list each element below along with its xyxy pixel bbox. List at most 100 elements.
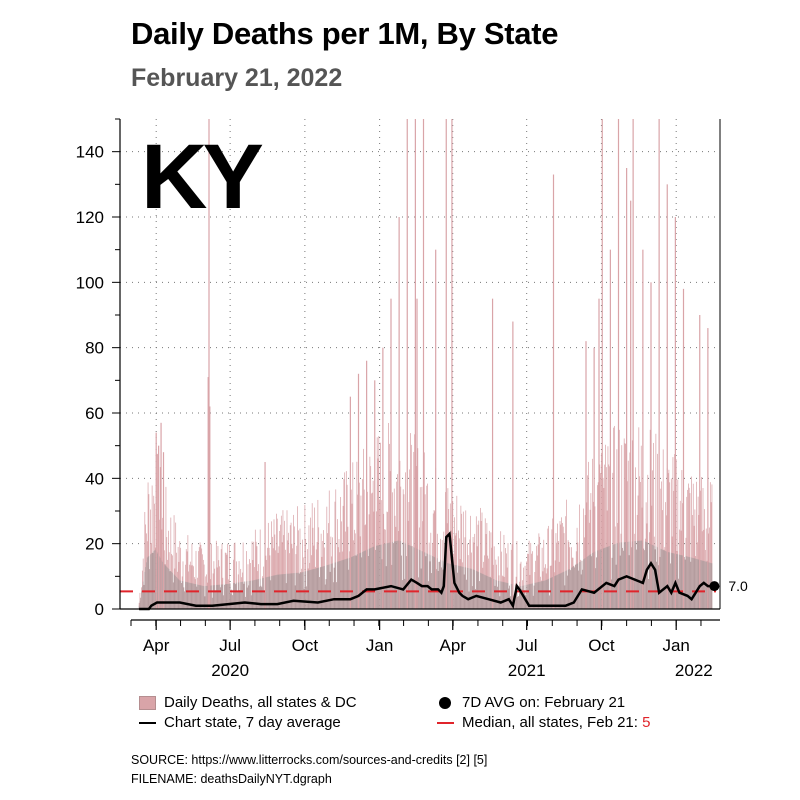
daily-bar [621,445,623,609]
daily-bar-base [293,573,294,609]
daily-bar-base [146,557,148,609]
daily-bar-base [224,584,226,609]
daily-bar [413,451,415,609]
daily-bar-base [687,556,688,609]
daily-bar-base [459,566,461,609]
daily-bar [638,427,640,609]
daily-bar [462,511,464,609]
y-tick-label: 100 [76,273,104,292]
daily-bar-base [387,543,389,609]
daily-bar-base [660,548,662,609]
daily-bar-base [664,550,666,609]
daily-bar-base [233,583,235,609]
daily-bar-base [306,586,307,609]
daily-bar-base [399,540,401,609]
daily-bar [326,506,328,609]
daily-bar-base [337,561,338,609]
daily-bar-base [555,575,557,609]
daily-bar-base [530,583,532,609]
daily-bar [377,458,379,609]
daily-bar-base [192,583,194,609]
daily-bar-base [438,561,440,609]
daily-bar [256,546,258,609]
daily-bar [484,518,486,609]
daily-bar-base [640,540,641,609]
x-tick-label: Oct [292,636,319,655]
daily-bar-base [347,558,349,609]
daily-spike [609,249,611,609]
daily-bar-base [349,557,350,609]
daily-bar [655,433,657,609]
daily-bar [700,490,701,609]
daily-bar-base [475,570,477,609]
daily-bar-base [484,575,486,609]
daily-bar [202,559,204,609]
daily-bar-base [202,585,203,609]
daily-bar-base [170,570,172,609]
daily-bar-base [563,571,565,609]
daily-bar [173,515,175,609]
daily-bar [536,555,538,609]
daily-bar-base [397,540,399,609]
daily-bar-base [190,583,192,609]
daily-bar-base [592,552,593,609]
daily-spike [264,462,266,609]
daily-bar-base [224,584,225,609]
daily-bar [255,541,257,609]
daily-bar-base [429,561,431,609]
daily-bar [399,460,401,609]
daily-bar-base [690,561,692,609]
daily-bar-base [202,585,204,609]
daily-bar [563,533,565,609]
daily-bar-base [673,553,675,609]
daily-bar-base [596,557,597,609]
daily-bar [352,462,354,609]
daily-bar-base [290,573,292,609]
daily-bar-base [330,563,332,609]
daily-bar-base [241,581,243,609]
daily-bar-base [670,563,671,609]
daily-bar [480,520,482,609]
daily-bar [144,511,146,609]
daily-bar [343,479,345,609]
daily-bar-base [576,563,578,609]
daily-bar-base [326,565,328,609]
daily-bar-base [430,555,432,609]
daily-bar-base [395,541,397,609]
current-average-dot [709,581,720,592]
daily-bar [369,456,371,609]
daily-bar-base [319,577,320,609]
daily-bar [314,507,315,609]
daily-bar [681,470,683,609]
daily-bar-base [217,584,219,609]
daily-bar-base [610,579,612,609]
daily-bar-base [238,582,240,609]
daily-bar-base [216,584,218,609]
daily-bar-base [367,549,368,609]
daily-bar-base [540,581,542,609]
daily-bar-base [607,546,609,609]
daily-spike [617,119,620,609]
daily-bar-base [662,549,664,609]
daily-bar-base [357,554,359,609]
daily-bar [702,488,704,609]
daily-bar-base [535,582,536,609]
daily-bar-base [556,575,558,609]
daily-bar-base [315,568,316,609]
daily-bar-base [487,576,489,609]
daily-bar-base [148,555,150,609]
daily-bar [629,452,631,609]
daily-bar-base [449,563,451,609]
daily-bar-base [401,555,402,609]
daily-spike [632,119,634,609]
daily-bar-base [287,573,289,609]
daily-bar [259,529,261,609]
daily-bar [198,551,199,609]
daily-bar-base [393,543,394,609]
daily-bar-base [248,585,250,609]
daily-bar-base [240,582,242,609]
daily-bar-base [553,576,555,609]
daily-bar [421,486,423,609]
daily-bar-base [434,557,436,609]
daily-bar-base [177,578,179,609]
